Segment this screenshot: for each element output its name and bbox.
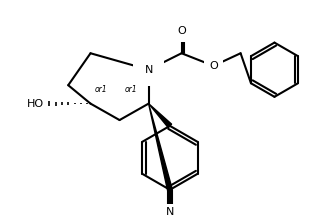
Text: O: O (209, 61, 218, 71)
Polygon shape (149, 104, 172, 128)
Text: HO: HO (27, 99, 44, 109)
Polygon shape (149, 104, 172, 190)
Text: or1: or1 (124, 85, 137, 94)
Text: N: N (166, 207, 174, 217)
Text: N: N (144, 65, 153, 75)
Text: O: O (177, 26, 186, 36)
Text: or1: or1 (95, 85, 107, 94)
